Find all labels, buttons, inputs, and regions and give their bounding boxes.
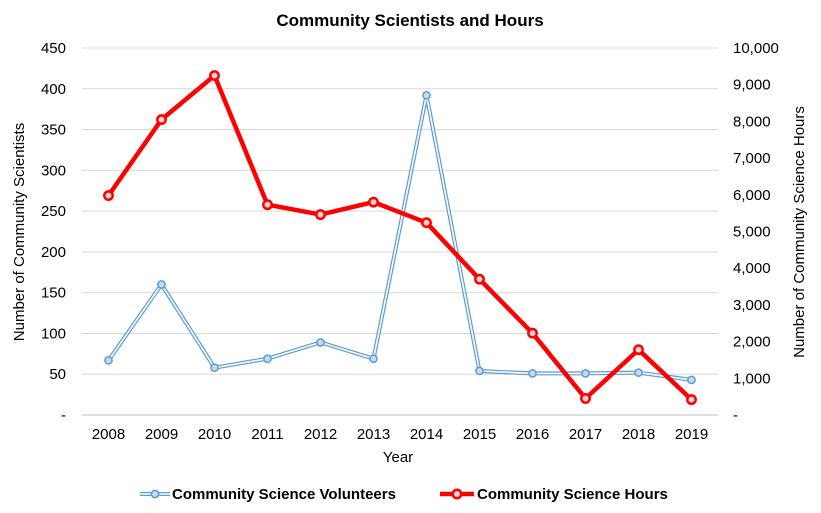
data-point [580, 393, 591, 404]
series-volunteers [104, 90, 696, 385]
left-tick-label: - [61, 407, 66, 424]
x-tick-label: 2008 [92, 426, 125, 443]
x-tick-label: 2015 [463, 426, 496, 443]
data-point [421, 217, 432, 229]
data-point [369, 354, 378, 364]
data-point [263, 354, 272, 364]
x-tick-label: 2013 [357, 426, 390, 443]
right-tick-label: 5,000 [733, 224, 771, 241]
left-tick-label: 400 [41, 81, 66, 98]
data-point [157, 280, 166, 289]
data-point [686, 394, 697, 406]
legend-marker [451, 488, 463, 500]
left-tick-label: 250 [41, 203, 66, 220]
right-tick-label: 10,000 [733, 40, 779, 57]
legend-label: Community Science Hours [477, 486, 668, 503]
data-point [687, 375, 696, 385]
right-tick-label: 8,000 [733, 113, 771, 130]
data-point [262, 199, 273, 211]
data-point [368, 196, 379, 208]
legend-item: Community Science Volunteers [140, 486, 396, 503]
legend-marker [150, 489, 160, 499]
data-point [315, 209, 326, 221]
right-tick-label: 7,000 [733, 150, 771, 167]
x-tick-label: 2011 [251, 426, 283, 443]
series-line [106, 73, 694, 402]
data-point [474, 273, 485, 285]
data-point [581, 369, 590, 378]
data-point [475, 366, 484, 376]
left-tick-label: 350 [41, 122, 66, 139]
right-tick-label: - [733, 407, 738, 424]
left-tick-label: 50 [49, 366, 66, 383]
chart-title: Community Scientists and Hours [276, 11, 543, 30]
x-tick-label: 2016 [516, 426, 549, 443]
data-point [633, 344, 644, 356]
left-tick-label: 450 [41, 40, 66, 57]
data-point [316, 338, 325, 347]
data-point [156, 114, 167, 126]
data-point [528, 369, 537, 378]
data-point [634, 368, 643, 377]
x-tick-label: 2019 [675, 426, 708, 443]
right-axis: - 1,000 2,000 3,000 4,000 5,000 6,000 7,000 8,00… [733, 40, 779, 424]
left-axis-label: Number of Community Scientists [11, 123, 28, 341]
series-layer [103, 70, 697, 406]
data-point [422, 90, 431, 100]
data-point [527, 327, 538, 339]
x-tick-label: 2017 [569, 426, 602, 443]
left-tick-label: 150 [41, 285, 66, 302]
x-tick-label: 2010 [198, 426, 231, 443]
x-tick-label: 2009 [145, 426, 178, 443]
legend: Community Science Volunteers Community Sc… [140, 486, 668, 503]
legend-item: Community Science Hours [440, 486, 668, 503]
series-hours [103, 70, 697, 406]
right-tick-label: 3,000 [733, 297, 771, 314]
data-point [209, 70, 220, 81]
left-tick-label: 100 [41, 325, 66, 342]
legend-label: Community Science Volunteers [172, 486, 396, 503]
right-tick-label: 9,000 [733, 77, 771, 94]
right-tick-label: 1,000 [733, 370, 771, 387]
right-tick-label: 2,000 [733, 334, 771, 351]
x-tick-label: 2018 [622, 426, 655, 443]
series-line-inner [107, 94, 692, 381]
right-axis-label: Number of Community Science Hours [791, 106, 808, 358]
x-tick-label: 2014 [410, 426, 443, 443]
right-tick-label: 4,000 [733, 260, 771, 277]
data-point [210, 363, 219, 373]
x-axis-label: Year [383, 449, 413, 466]
left-axis: - 50 100 150 200 250 300 350 400 450 [41, 40, 66, 424]
left-tick-label: 200 [41, 244, 66, 261]
data-point [103, 190, 114, 201]
data-point [104, 356, 113, 365]
x-tick-label: 2012 [304, 426, 337, 443]
x-axis: 2008 2009 2010 2011 2012 2013 2014 2015 2016 2017… [92, 426, 708, 443]
right-tick-label: 6,000 [733, 187, 771, 204]
left-tick-label: 300 [41, 162, 66, 179]
